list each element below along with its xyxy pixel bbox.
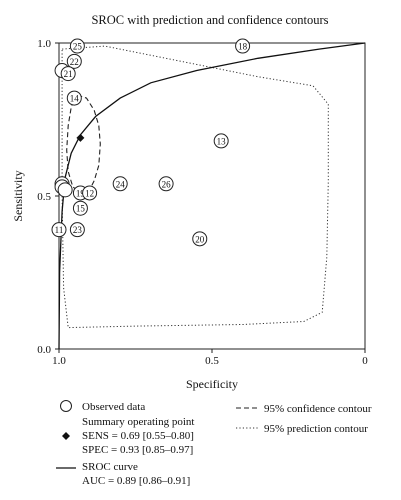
y-ticks xyxy=(55,42,59,350)
observed-point-label: 14 xyxy=(70,94,80,104)
observed-point-label: 19 xyxy=(76,188,86,198)
observed-point-marker xyxy=(112,176,128,192)
observed-point-marker xyxy=(66,90,82,106)
observed-point: 25 xyxy=(69,38,85,54)
observed-point-marker xyxy=(69,38,85,54)
observed-point: 12 xyxy=(82,185,98,201)
legend-sens-text: SENS = 0.69 [0.55–0.80] xyxy=(82,430,194,442)
legend-auc-text: AUC = 0.89 [0.86–0.91] xyxy=(82,475,190,487)
y-tick-label: 0.0 xyxy=(37,344,51,356)
observed-point-label: 25 xyxy=(73,42,83,52)
observed-point-label: 24 xyxy=(116,179,126,189)
observed-point: 22 xyxy=(66,53,82,69)
observed-point-label: 12 xyxy=(85,188,94,198)
prediction-contour xyxy=(61,45,329,329)
observed-point-label: 11 xyxy=(55,225,64,235)
y-tick-label: 1.0 xyxy=(37,38,51,50)
confidence-contour xyxy=(66,94,101,194)
x-ticks xyxy=(58,349,366,353)
observed-point-label: 20 xyxy=(195,234,205,244)
x-tick-label: 1.0 xyxy=(52,355,66,367)
legend: Observed data Summary operating point SE… xyxy=(56,400,372,487)
legend-spec-text: SPEC = 0.93 [0.85–0.97] xyxy=(82,444,193,456)
legend-summary-title: Summary operating point xyxy=(82,416,194,428)
chart-title: SROC with prediction and confidence cont… xyxy=(91,13,328,27)
summary-point xyxy=(76,133,85,142)
observed-point-label: 22 xyxy=(70,57,79,67)
observed-point-label: 26 xyxy=(162,179,172,189)
observed-point-label: 23 xyxy=(73,225,83,235)
legend-observed-label: Observed data xyxy=(82,401,145,413)
observed-point-marker xyxy=(60,66,76,82)
observed-point: 14 xyxy=(66,90,82,106)
observed-point: 13 xyxy=(213,133,229,149)
observed-point xyxy=(57,182,73,198)
y-axis-label: Sensitivity xyxy=(11,170,25,221)
observed-point-label: 15 xyxy=(76,204,86,214)
legend-prediction-label: 95% prediction contour xyxy=(264,423,368,435)
observed-point-marker xyxy=(66,53,82,69)
observed-point-label: 13 xyxy=(217,136,227,146)
observed-point: 23 xyxy=(69,222,85,238)
observed-point-marker xyxy=(235,38,251,54)
x-tick-label: 0 xyxy=(362,355,368,367)
x-axis-label: Specificity xyxy=(186,377,238,391)
y-tick-label: 0.5 xyxy=(37,191,51,203)
plot-frame xyxy=(58,42,366,350)
x-tick-label: 0.5 xyxy=(205,355,219,367)
legend-sroc-title: SROC curve xyxy=(82,461,138,473)
observed-point-marker xyxy=(82,185,98,201)
legend-confidence-label: 95% confidence contour xyxy=(264,403,372,415)
observed-point: 11 xyxy=(51,222,67,238)
observed-point: 21 xyxy=(60,66,76,82)
observed-point-label: 21 xyxy=(64,69,73,79)
observed-point-label: 18 xyxy=(238,42,248,52)
observed-point-marker xyxy=(69,222,85,238)
legend-summary-marker xyxy=(62,432,70,440)
observed-point: 24 xyxy=(112,176,128,192)
observed-point-marker xyxy=(213,133,229,149)
observed-point: 20 xyxy=(192,231,208,247)
observed-point-marker xyxy=(51,222,67,238)
observed-point-marker xyxy=(192,231,208,247)
observed-point: 18 xyxy=(235,38,251,54)
observed-point-marker xyxy=(72,200,88,216)
sroc-curve xyxy=(58,42,366,350)
observed-point-marker xyxy=(57,182,73,198)
legend-observed-marker xyxy=(60,400,72,412)
observed-point: 15 xyxy=(72,200,88,216)
observed-points: 25 18 22 21 14 13 26 24 19 12 15 11 23 20 xyxy=(51,38,251,247)
observed-point-marker xyxy=(158,176,174,192)
observed-point: 26 xyxy=(158,176,174,192)
